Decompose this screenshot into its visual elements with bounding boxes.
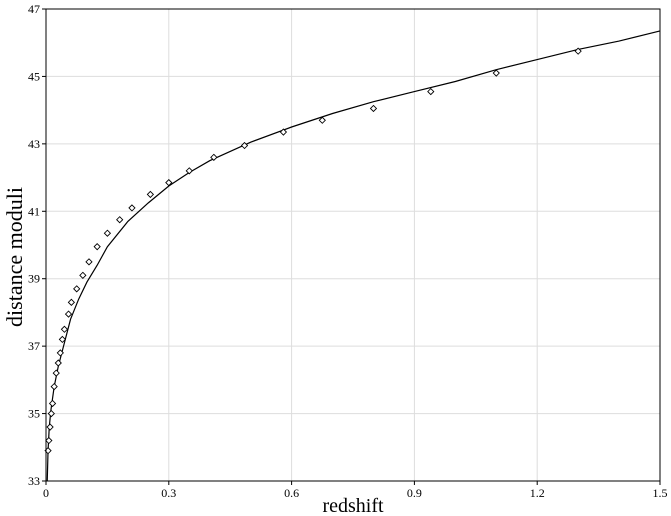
x-axis-title: redshift: [322, 495, 384, 516]
data-point: [128, 204, 136, 212]
data-point: [58, 335, 67, 344]
data-point: [47, 409, 55, 418]
data-point: [165, 178, 173, 187]
y-tick-label: 41: [28, 204, 40, 218]
y-tick-label: 43: [28, 137, 40, 151]
y-tick-label: 35: [28, 407, 40, 421]
data-point: [56, 349, 64, 357]
data-point: [93, 243, 101, 251]
data-point: [574, 47, 582, 55]
data-point: [50, 382, 58, 391]
data-point: [146, 190, 155, 199]
data-point: [73, 285, 81, 293]
data-point: [52, 369, 60, 377]
data-point: [45, 436, 53, 445]
y-tick-label: 45: [28, 69, 40, 83]
data-point: [85, 258, 93, 266]
y-tick-label: 33: [28, 474, 40, 488]
data-point: [67, 298, 76, 306]
data-point: [279, 128, 288, 136]
data-point: [60, 325, 69, 333]
data-point: [369, 104, 378, 113]
data-point: [46, 423, 54, 431]
data-point: [116, 216, 124, 224]
gridlines: [46, 9, 660, 481]
series-layer: [44, 30, 661, 482]
y-tick-label: 47: [28, 2, 40, 16]
x-tick-label: 0.6: [284, 486, 299, 500]
data-point: [54, 359, 62, 367]
data-point: [492, 69, 500, 77]
data-point: [79, 271, 87, 279]
x-tick-label: 0: [43, 486, 49, 500]
data-point: [427, 87, 435, 96]
data-point: [318, 116, 326, 124]
data-point: [103, 229, 112, 237]
x-tick-label: 0.9: [407, 486, 422, 500]
data-point: [185, 167, 193, 175]
y-tick-label: 39: [28, 272, 40, 286]
plot-area-frame: [45, 8, 661, 482]
data-point: [240, 141, 249, 150]
x-tick-label: 1.2: [530, 486, 545, 500]
y-tick-label: 37: [28, 339, 40, 353]
data-point: [48, 399, 57, 408]
x-tick-label: 0.3: [161, 486, 176, 500]
axis-ticks: 0 0.3 0.6 0.9 1.2 1.5 33 35 37 39 41 43 45 47: [28, 2, 668, 500]
x-tick-label: 1.5: [653, 486, 668, 500]
data-point: [64, 310, 73, 318]
data-point: [210, 153, 218, 161]
y-axis-title: distance moduli: [2, 187, 27, 327]
